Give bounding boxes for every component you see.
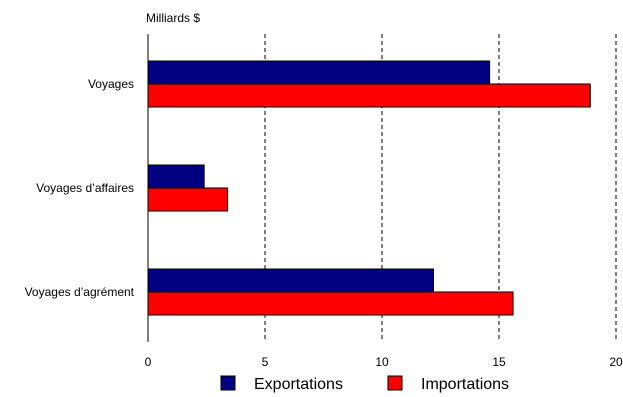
legend: Exportations Importations xyxy=(220,375,509,393)
bar-exportations-0 xyxy=(147,60,491,85)
unit-label: Milliards $ xyxy=(146,11,200,25)
category-labels: Voyages Voyages d’affaires Voyages d’agrém… xyxy=(25,77,135,299)
legend-swatch-exportations xyxy=(220,375,236,391)
x-tick-label: 15 xyxy=(492,355,506,369)
x-tick-label: 10 xyxy=(375,355,389,369)
x-tick-label: 20 xyxy=(609,355,623,369)
x-tick-label: 5 xyxy=(262,355,269,369)
x-tick-labels: 0 5 10 15 20 xyxy=(145,355,623,369)
bar-importations-1 xyxy=(147,187,229,212)
legend-swatch-importations xyxy=(387,375,403,391)
bar-exportations-1 xyxy=(147,164,205,189)
legend-label-importations: Importations xyxy=(421,376,509,393)
category-label: Voyages d’affaires xyxy=(36,181,134,195)
bar-exportations-2 xyxy=(147,268,434,293)
legend-label-exportations: Exportations xyxy=(254,376,343,393)
bar-importations-2 xyxy=(147,291,514,316)
bar-importations-0 xyxy=(147,83,591,108)
bars xyxy=(147,60,591,316)
category-label: Voyages d’agrément xyxy=(25,285,135,299)
category-label: Voyages xyxy=(88,77,134,91)
x-tick-label: 0 xyxy=(145,355,152,369)
